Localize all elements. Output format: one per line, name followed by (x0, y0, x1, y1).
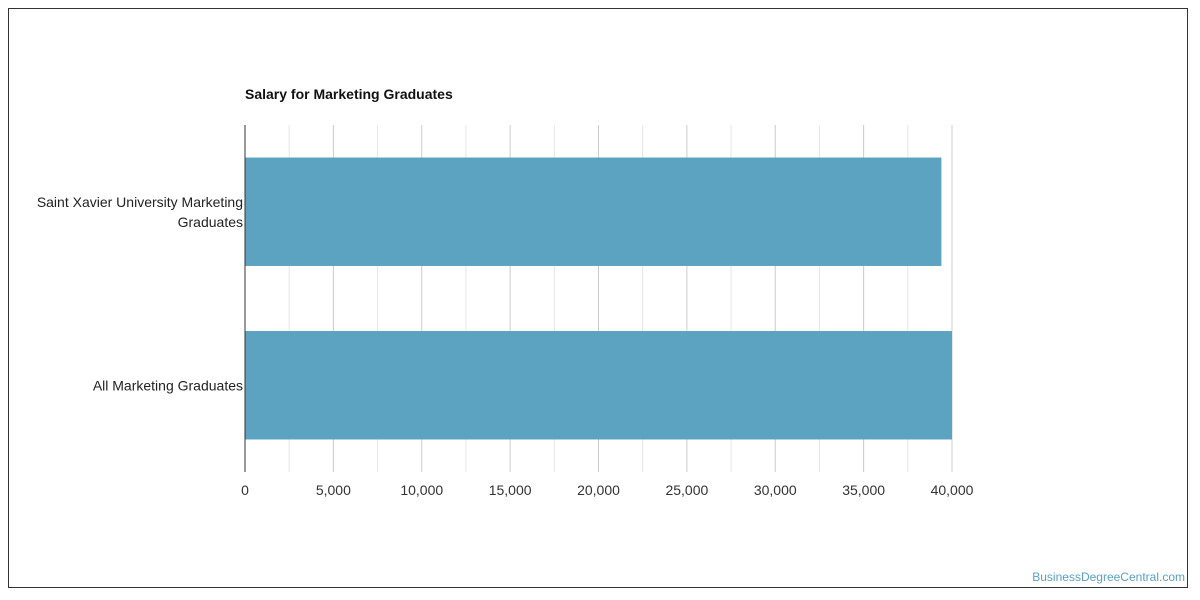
bar-1 (245, 331, 952, 440)
x-tick-label: 20,000 (577, 482, 620, 498)
x-tick-label: 15,000 (489, 482, 532, 498)
x-tick-label: 10,000 (400, 482, 443, 498)
x-tick-labels: 0 5,000 10,000 15,000 20,000 25,000 30,000 35,0… (241, 482, 974, 498)
category-labels: Saint Xavier University Marketing Graduat… (37, 194, 243, 394)
chart-frame (8, 8, 1188, 588)
bars (245, 157, 952, 440)
category-label-line: Graduates (178, 214, 243, 230)
x-tick-label: 35,000 (842, 482, 885, 498)
x-tick-label: 30,000 (754, 482, 797, 498)
watermark: BusinessDegreeCentral.com (1032, 570, 1185, 584)
category-label-line: Saint Xavier University Marketing (37, 194, 243, 210)
chart-title: Salary for Marketing Graduates (245, 86, 453, 102)
x-tick-label: 25,000 (665, 482, 708, 498)
x-tick-label: 40,000 (931, 482, 974, 498)
category-label-line: All Marketing Graduates (93, 377, 243, 393)
category-label-0: Saint Xavier University Marketing Graduat… (37, 194, 243, 230)
bar-0 (245, 157, 942, 266)
x-tick-label: 0 (241, 482, 249, 498)
category-label-1: All Marketing Graduates (93, 377, 243, 393)
x-tick-label: 5,000 (316, 482, 351, 498)
